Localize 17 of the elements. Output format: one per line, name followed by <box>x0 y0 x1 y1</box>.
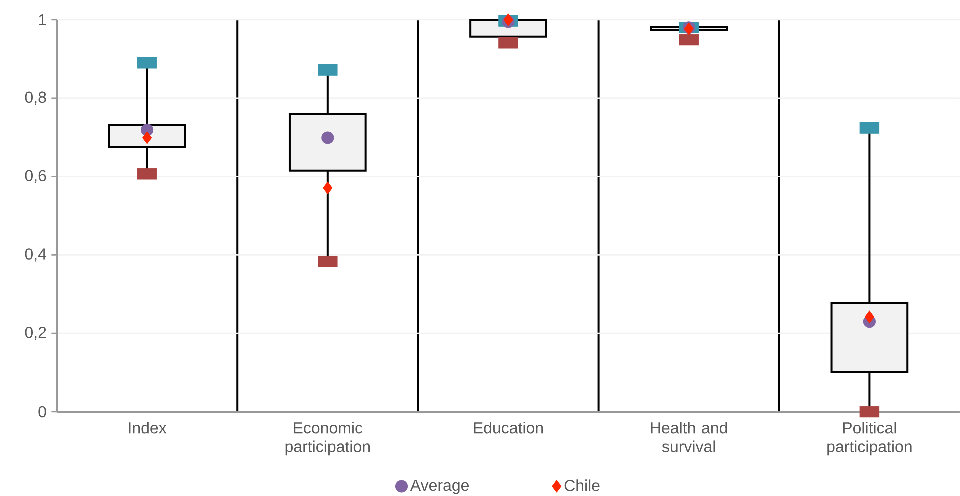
x-tick-label: Political participation <box>828 422 912 456</box>
y-tick-label: 0,2 <box>25 326 46 340</box>
legend-label: Average <box>410 480 470 494</box>
legend-label: Chile <box>564 480 600 492</box>
point <box>323 182 333 194</box>
y-tick-label: 1 <box>39 14 46 26</box>
x-tick-label: Index <box>129 422 167 434</box>
y-tick-label: 0,6 <box>25 170 46 184</box>
point <box>142 132 152 144</box>
y-tick-label: 0,4 <box>25 248 46 262</box>
x-tick-label: Economic participation <box>286 422 370 456</box>
point <box>864 310 874 324</box>
y-tick-label: 0,8 <box>25 92 46 106</box>
x-tick-label: Education <box>474 422 544 434</box>
y-tick-label: 0 <box>38 406 46 418</box>
x-tick-label: Health and survival <box>651 422 728 452</box>
point <box>322 132 334 144</box>
